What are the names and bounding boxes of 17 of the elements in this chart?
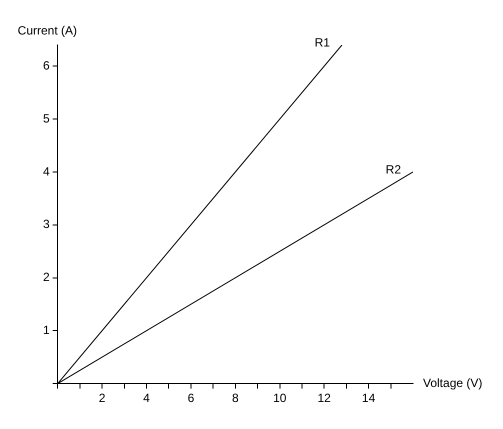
x-tick-label: 10 [273,391,287,406]
y-axis-title: Current (A) [18,23,78,38]
x-axis-title: Voltage (V) [423,376,482,390]
y-tick-label: 6 [42,58,50,72]
x-tick-label: 6 [188,391,195,406]
y-tick-label: 3 [42,217,50,232]
series-label: R1 [314,35,330,50]
y-tick-label: 2 [42,270,50,284]
y-tick-label: 5 [42,111,50,126]
y-tick-label: 1 [42,323,50,338]
x-tick-label: 4 [143,391,150,406]
y-tick-label: 4 [42,164,50,178]
series-label: R2 [386,162,402,176]
x-tick-label: 12 [317,391,332,406]
x-tick-label: 8 [232,391,239,406]
x-tick-label: 2 [98,391,106,406]
x-tick-label: 14 [362,391,376,406]
